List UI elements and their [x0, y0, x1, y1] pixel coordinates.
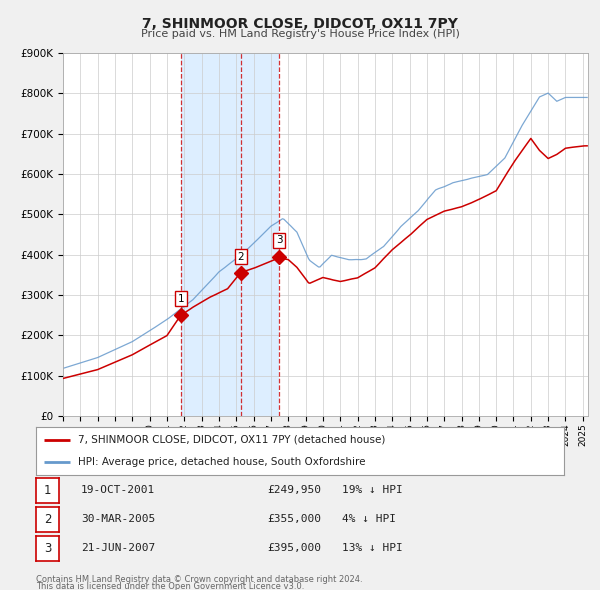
- Text: 2: 2: [237, 251, 244, 261]
- Text: 30-MAR-2005: 30-MAR-2005: [81, 514, 155, 524]
- Text: Contains HM Land Registry data © Crown copyright and database right 2024.: Contains HM Land Registry data © Crown c…: [36, 575, 362, 585]
- Text: 4% ↓ HPI: 4% ↓ HPI: [342, 514, 396, 524]
- Text: 3: 3: [44, 542, 51, 555]
- Text: HPI: Average price, detached house, South Oxfordshire: HPI: Average price, detached house, Sout…: [78, 457, 366, 467]
- Text: £355,000: £355,000: [267, 514, 321, 524]
- Text: 1: 1: [44, 484, 51, 497]
- Text: £395,000: £395,000: [267, 543, 321, 553]
- Text: 19-OCT-2001: 19-OCT-2001: [81, 486, 155, 495]
- Text: 7, SHINMOOR CLOSE, DIDCOT, OX11 7PY: 7, SHINMOOR CLOSE, DIDCOT, OX11 7PY: [142, 17, 458, 31]
- Text: 19% ↓ HPI: 19% ↓ HPI: [342, 486, 403, 495]
- Text: This data is licensed under the Open Government Licence v3.0.: This data is licensed under the Open Gov…: [36, 582, 304, 590]
- Text: 21-JUN-2007: 21-JUN-2007: [81, 543, 155, 553]
- Text: 13% ↓ HPI: 13% ↓ HPI: [342, 543, 403, 553]
- Text: 7, SHINMOOR CLOSE, DIDCOT, OX11 7PY (detached house): 7, SHINMOOR CLOSE, DIDCOT, OX11 7PY (det…: [78, 435, 386, 445]
- Text: 2: 2: [44, 513, 51, 526]
- Bar: [181, 53, 279, 416]
- Text: Price paid vs. HM Land Registry's House Price Index (HPI): Price paid vs. HM Land Registry's House …: [140, 29, 460, 38]
- Text: £249,950: £249,950: [267, 486, 321, 495]
- Text: 1: 1: [178, 294, 184, 304]
- Text: 3: 3: [276, 235, 283, 245]
